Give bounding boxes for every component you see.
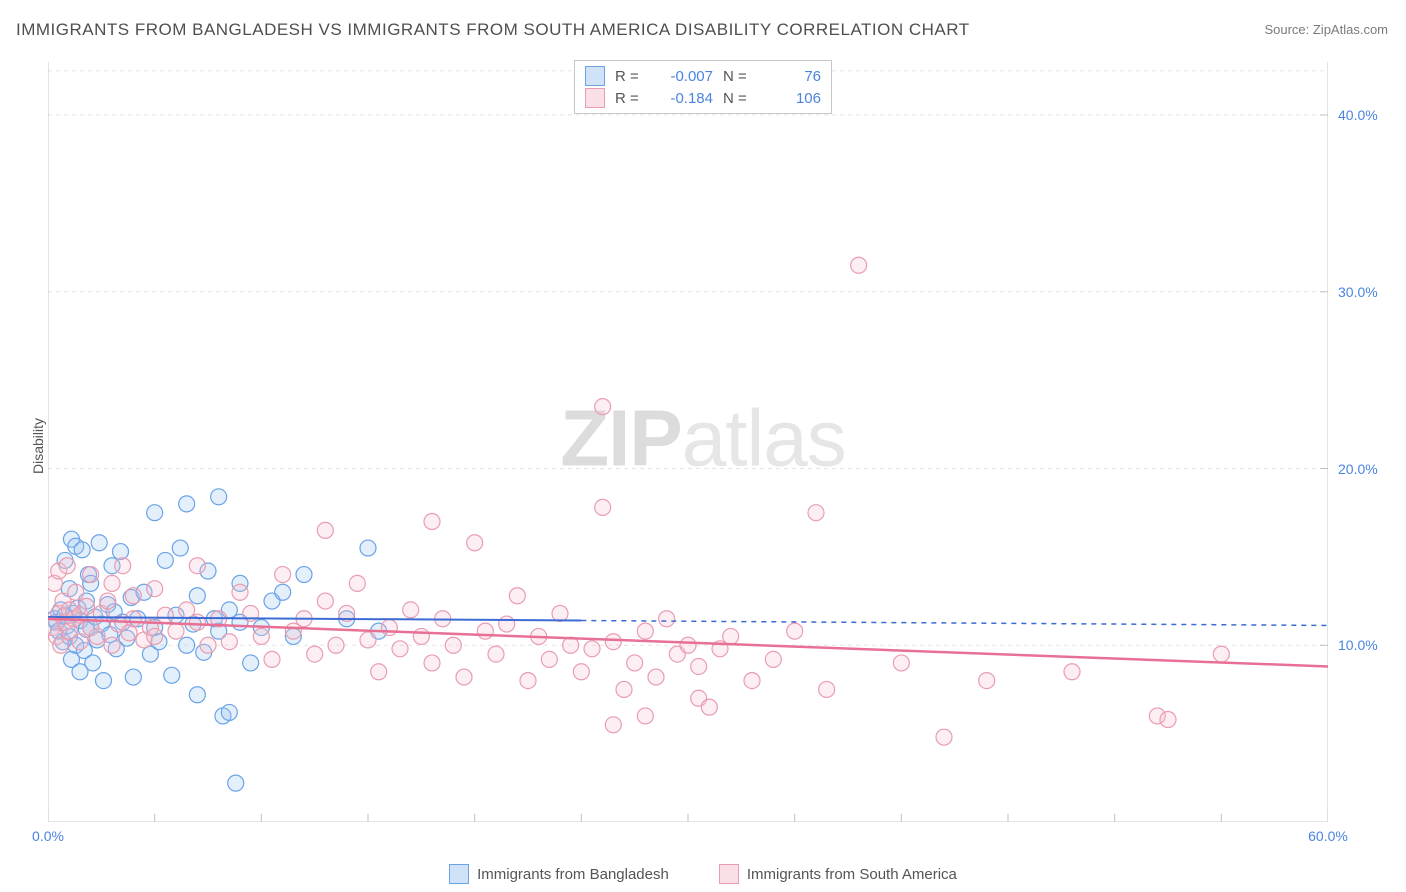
x-tick-label: 0.0%: [32, 828, 64, 844]
chart-title: IMMIGRANTS FROM BANGLADESH VS IMMIGRANTS…: [16, 20, 970, 40]
y-tick-label: 40.0%: [1338, 107, 1378, 123]
swatch-bangladesh: [585, 66, 605, 86]
legend-series: Immigrants from Bangladesh Immigrants fr…: [0, 864, 1406, 884]
legend-item-0: Immigrants from Bangladesh: [449, 864, 669, 884]
swatch-southamerica: [585, 88, 605, 108]
chart-container: IMMIGRANTS FROM BANGLADESH VS IMMIGRANTS…: [0, 0, 1406, 892]
legend-stats-row-1: R = -0.184 N = 106: [585, 87, 821, 109]
y-axis-label: Disability: [30, 418, 46, 474]
swatch-bangladesh-bottom: [449, 864, 469, 884]
x-tick-label: 60.0%: [1308, 828, 1348, 844]
y-tick-label: 10.0%: [1338, 637, 1378, 653]
plot-area: [48, 62, 1328, 822]
source-label: Source: ZipAtlas.com: [1264, 22, 1388, 37]
legend-item-1: Immigrants from South America: [719, 864, 957, 884]
legend-stats-row-0: R = -0.007 N = 76: [585, 65, 821, 87]
swatch-southamerica-bottom: [719, 864, 739, 884]
y-tick-label: 20.0%: [1338, 461, 1378, 477]
legend-stats: R = -0.007 N = 76 R = -0.184 N = 106: [574, 60, 832, 114]
y-tick-label: 30.0%: [1338, 284, 1378, 300]
